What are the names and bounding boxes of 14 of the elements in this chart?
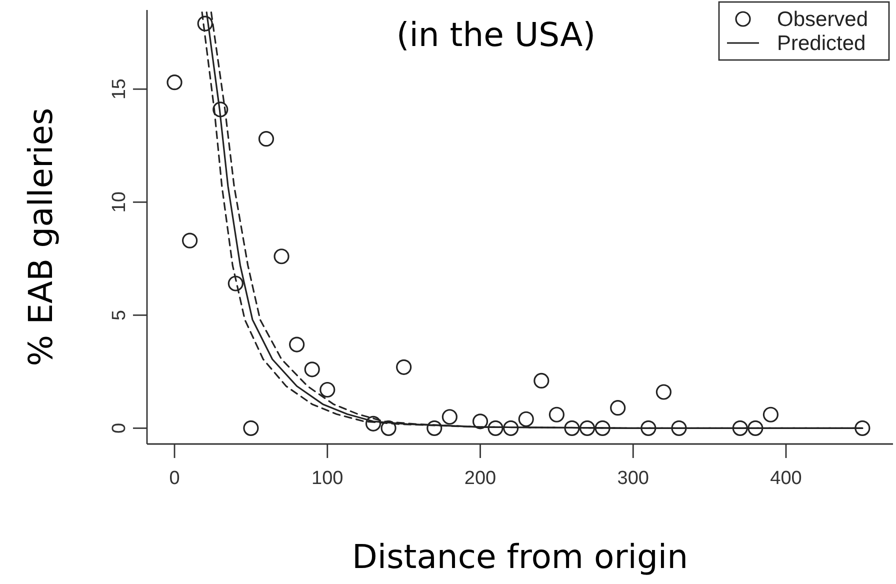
- y-tick-label: 5: [109, 310, 130, 320]
- legend-label: Observed: [777, 8, 868, 31]
- x-tick-label: 300: [617, 468, 649, 489]
- legend-label: Predicted: [777, 32, 866, 55]
- x-tick-label: 400: [770, 468, 802, 489]
- y-tick-label: 0: [109, 422, 130, 434]
- y-tick-label: 15: [109, 78, 130, 100]
- x-tick-label: 100: [312, 468, 344, 489]
- x-tick-label: 200: [464, 468, 496, 489]
- y-axis-title: % EAB galleries: [21, 108, 60, 366]
- x-axis-title: Distance from origin: [352, 537, 688, 576]
- x-tick-label: 0: [169, 468, 180, 489]
- y-tick-label: 10: [109, 192, 130, 213]
- chart-title: (in the USA): [396, 15, 596, 54]
